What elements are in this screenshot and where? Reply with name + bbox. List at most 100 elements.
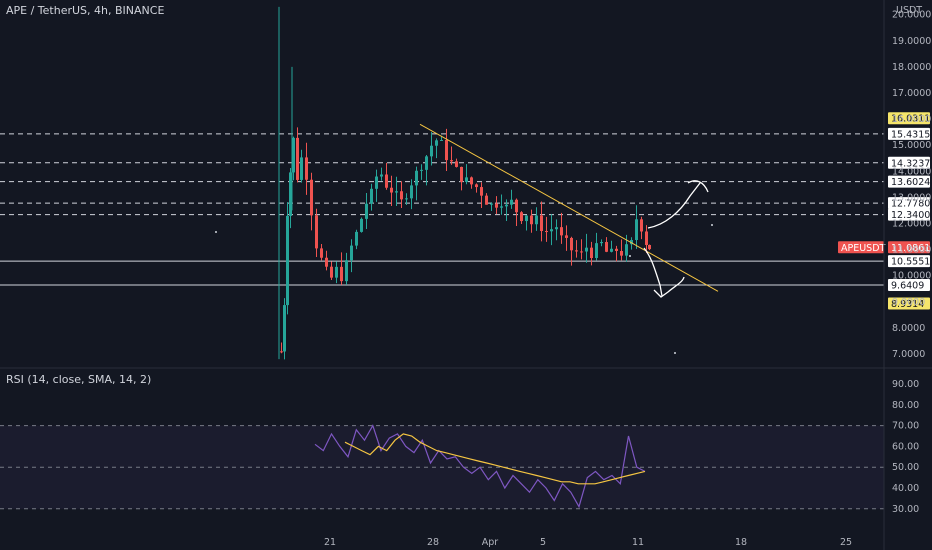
rsi-tick-label: 50.00 bbox=[892, 462, 919, 473]
candle-body bbox=[435, 140, 438, 146]
candle-body bbox=[480, 187, 483, 196]
candle-body bbox=[535, 215, 538, 225]
price-label-bg bbox=[888, 297, 930, 310]
candle-body bbox=[350, 245, 353, 261]
candle-body bbox=[420, 169, 423, 171]
candle-body bbox=[510, 199, 513, 205]
candle-body bbox=[310, 179, 313, 216]
price-label-bg bbox=[888, 241, 930, 254]
time-tick-label: 28 bbox=[427, 537, 439, 548]
candle-body bbox=[520, 212, 523, 222]
candle-body bbox=[485, 195, 488, 205]
candle-body bbox=[330, 266, 333, 278]
price-label: APEUSDT bbox=[841, 243, 886, 254]
candle-body bbox=[440, 139, 443, 141]
candle-body bbox=[390, 187, 393, 193]
price-tick-label: 18.0000 bbox=[892, 62, 931, 73]
candle-body bbox=[470, 177, 473, 185]
candle-body bbox=[550, 229, 553, 232]
price-label-bg bbox=[888, 279, 930, 292]
candle-body bbox=[400, 191, 403, 200]
candle-body bbox=[380, 174, 383, 177]
price-tick-label: 15.0000 bbox=[892, 140, 931, 151]
candle-body bbox=[648, 244, 651, 250]
candle-body bbox=[300, 157, 303, 180]
price-tick-label: 11.0000 bbox=[892, 245, 931, 256]
rsi-pane bbox=[0, 424, 884, 510]
price-tick-label: 9.0000 bbox=[892, 297, 925, 308]
candle-body bbox=[320, 248, 323, 258]
candle-body bbox=[305, 157, 308, 180]
candle-body bbox=[495, 203, 498, 208]
candle-body bbox=[525, 215, 528, 222]
candle-body bbox=[625, 244, 628, 256]
price-tick-label: 8.0000 bbox=[892, 323, 925, 334]
candle-body bbox=[645, 231, 648, 245]
price-label: 15.4315 bbox=[891, 129, 930, 140]
price-unit-label: USDT bbox=[896, 5, 922, 16]
price-label: 14.3237 bbox=[891, 158, 930, 169]
price-label: 12.7780 bbox=[891, 199, 930, 210]
candle-body bbox=[405, 198, 408, 200]
candle-body bbox=[286, 215, 289, 306]
marker-dot bbox=[215, 231, 217, 233]
rsi-tick-label: 40.00 bbox=[892, 483, 919, 494]
candle-body bbox=[595, 243, 598, 259]
candle-body bbox=[465, 177, 468, 182]
price-label: 10.5551 bbox=[891, 257, 930, 268]
candle-body bbox=[605, 242, 608, 252]
candle-body bbox=[370, 188, 373, 204]
price-label-bg bbox=[888, 255, 930, 268]
candle-body bbox=[635, 219, 638, 241]
price-tick-label: 14.0000 bbox=[892, 166, 931, 177]
price-label: 16.0311 bbox=[891, 114, 930, 125]
candle-body bbox=[640, 219, 643, 232]
candle-body bbox=[445, 139, 448, 161]
time-tick-label: Apr bbox=[482, 537, 499, 548]
hand-drawn-down-arrow bbox=[643, 247, 685, 298]
candle-body bbox=[289, 172, 292, 216]
price-tick-label: 13.0000 bbox=[892, 192, 931, 203]
candle-body bbox=[340, 266, 343, 282]
marker-dot bbox=[629, 255, 631, 257]
candle-body bbox=[630, 240, 633, 245]
candle-body bbox=[580, 251, 583, 253]
candle-body bbox=[425, 156, 428, 170]
marker-dot bbox=[711, 224, 713, 226]
candle-body bbox=[585, 247, 588, 252]
candle-body bbox=[610, 248, 613, 252]
candle-body bbox=[500, 206, 503, 208]
candle-body bbox=[560, 227, 563, 236]
price-label-bg bbox=[888, 175, 930, 188]
chart-title: APE / TetherUS, 4h, BINANCE bbox=[6, 4, 165, 17]
candle-body bbox=[565, 235, 568, 238]
price-label-bg bbox=[888, 156, 930, 169]
candle-body bbox=[555, 227, 558, 230]
candle-body bbox=[365, 203, 368, 219]
rsi-tick-label: 80.00 bbox=[892, 400, 919, 411]
price-label-bg bbox=[838, 241, 884, 254]
time-tick-label: 18 bbox=[735, 537, 747, 548]
price-tick-label: 7.0000 bbox=[892, 349, 925, 360]
price-tick-label: 12.0000 bbox=[892, 218, 931, 229]
rsi-tick-label: 60.00 bbox=[892, 441, 919, 452]
candle-body bbox=[415, 170, 418, 186]
rsi-tick-label: 30.00 bbox=[892, 504, 919, 515]
candle-body bbox=[475, 184, 478, 188]
candle-body bbox=[385, 174, 388, 188]
hand-drawn-up-arrow bbox=[647, 180, 709, 229]
candle-body bbox=[355, 231, 358, 246]
candle-body bbox=[325, 257, 328, 267]
price-tick-label: 20.0000 bbox=[892, 10, 931, 21]
time-tick-label: 11 bbox=[632, 537, 644, 548]
candle-body bbox=[360, 218, 363, 232]
price-tick-label: 17.0000 bbox=[892, 88, 931, 99]
rsi-tick-label: 70.00 bbox=[892, 421, 919, 432]
candle-body bbox=[490, 203, 493, 205]
candle-body bbox=[455, 161, 458, 167]
price-label-bg bbox=[888, 127, 930, 140]
time-tick-label: 5 bbox=[540, 537, 546, 548]
candle-body bbox=[395, 191, 398, 193]
